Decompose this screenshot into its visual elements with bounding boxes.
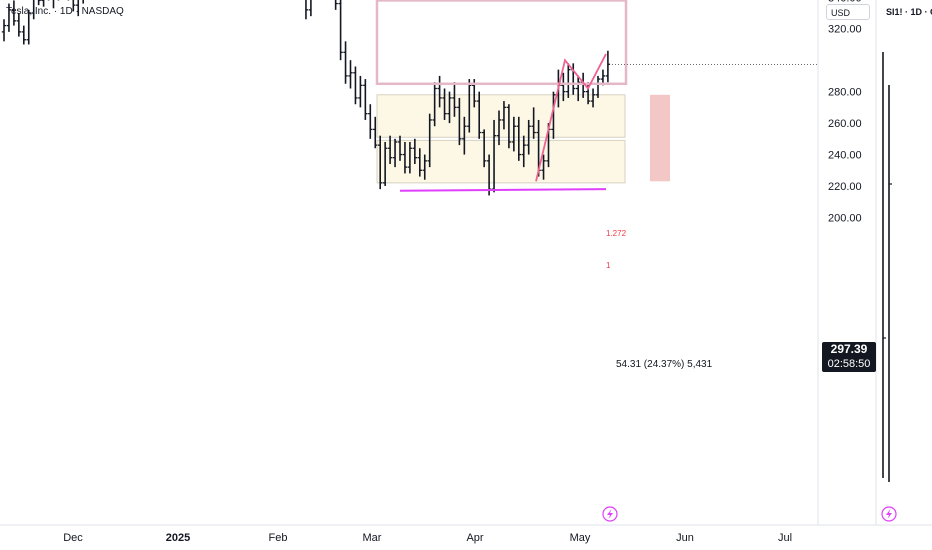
ohlc-bar bbox=[363, 79, 368, 120]
ohlc-bar bbox=[26, 9, 31, 45]
ohlc-bar bbox=[590, 88, 596, 108]
ohlc-bar bbox=[437, 75, 442, 108]
ohlc-bar bbox=[402, 141, 408, 174]
ohlc-bar bbox=[427, 113, 432, 168]
ohlc-bar bbox=[31, 0, 35, 20]
ohlc-bar bbox=[585, 82, 591, 105]
x-tick-label: Dec bbox=[63, 532, 83, 544]
ohlc-bar bbox=[11, 0, 17, 26]
ohlc-bar bbox=[1, 19, 7, 42]
ohlc-bar bbox=[52, 0, 55, 9]
ohlc-bar bbox=[447, 91, 452, 124]
ohlc-bar bbox=[373, 116, 378, 149]
ohlc-bar bbox=[605, 50, 611, 83]
ohlc-bar bbox=[481, 129, 487, 168]
x-tick-label: Apr bbox=[466, 532, 483, 544]
ohlc-bar bbox=[353, 66, 358, 105]
x-tick-label: Feb bbox=[269, 532, 288, 544]
ohlc-bar bbox=[308, 0, 312, 17]
x-tick-label: Jul bbox=[778, 532, 792, 544]
ohlc-bar bbox=[37, 0, 41, 6]
secondary-symbol-title: SI1! · 1D · C bbox=[886, 7, 932, 17]
ohlc-bar bbox=[477, 91, 482, 139]
last-price-value: 297.39 bbox=[830, 342, 868, 356]
ohlc-bar bbox=[368, 104, 373, 139]
ohlc-bar bbox=[576, 75, 581, 102]
ohlc-bar bbox=[16, 13, 22, 37]
chart-title: Tesla, Inc. · 1D · NASDAQ bbox=[6, 6, 124, 17]
ohlc-bar bbox=[467, 79, 472, 133]
ohlc-bar bbox=[566, 63, 571, 98]
range-zone-0[interactable] bbox=[376, 94, 626, 138]
ohlc-bar bbox=[506, 104, 512, 149]
y-tick-label: 260.00 bbox=[828, 118, 862, 130]
y-tick-label: 240.00 bbox=[828, 150, 862, 162]
ohlc-bar bbox=[462, 116, 467, 155]
ohlc-bar bbox=[21, 25, 26, 45]
y-tick-label: 200.00 bbox=[828, 212, 862, 224]
ohlc-bar bbox=[6, 3, 12, 32]
ohlc-bar bbox=[72, 0, 76, 12]
ohlc-bar bbox=[442, 88, 447, 120]
wedge-pattern[interactable] bbox=[535, 53, 607, 182]
y-tick-label: 340.00 bbox=[828, 0, 862, 4]
lightning-icon-glyph bbox=[607, 509, 613, 519]
support-line[interactable] bbox=[399, 188, 607, 192]
ohlc-bar bbox=[407, 141, 413, 174]
fib-label-lower: 1 bbox=[606, 261, 611, 270]
ohlc-bar bbox=[334, 0, 338, 10]
ohlc-bar bbox=[305, 0, 309, 20]
lightning-icon-secondary[interactable] bbox=[881, 506, 897, 522]
ohlc-bar bbox=[82, 0, 84, 4]
range-rectangle[interactable] bbox=[375, 0, 628, 86]
ohlc-bar bbox=[378, 135, 383, 190]
ohlc-bar bbox=[422, 154, 427, 180]
ohlc-bar bbox=[561, 72, 566, 102]
ohlc-bar bbox=[526, 119, 531, 155]
ohlc-bar bbox=[417, 148, 422, 177]
projection-box[interactable] bbox=[650, 94, 670, 182]
measure-label: 54.31 (24.37%) 5,431 bbox=[616, 359, 713, 370]
lightning-icon[interactable] bbox=[602, 506, 618, 522]
ohlc-bar bbox=[541, 154, 546, 180]
ohlc-bar bbox=[76, 0, 80, 17]
ohlc-bar bbox=[387, 135, 393, 164]
ohlc-bar bbox=[348, 60, 353, 89]
ohlc-bar bbox=[501, 101, 507, 130]
ohlc-bar bbox=[551, 91, 556, 139]
ohlc-bar bbox=[343, 41, 348, 84]
fib-label-upper: 1.272 bbox=[606, 229, 627, 238]
y-tick-label: 320.00 bbox=[828, 24, 862, 36]
ohlc-bar bbox=[412, 138, 418, 164]
range-zone-1[interactable] bbox=[376, 139, 626, 184]
ohlc-bar bbox=[338, 0, 343, 61]
x-tick-label: May bbox=[570, 532, 591, 544]
ohlc-bar bbox=[531, 107, 536, 139]
currency-selector[interactable]: USD bbox=[826, 4, 870, 20]
ohlc-bar bbox=[392, 138, 398, 168]
ohlc-bar bbox=[452, 82, 457, 117]
lightning-icon-glyph bbox=[886, 509, 892, 519]
x-tick-label: 2025 bbox=[166, 532, 190, 544]
bar-countdown: 02:58:50 bbox=[827, 358, 871, 370]
ohlc-bar bbox=[516, 116, 521, 161]
last-price-tag: 297.39 02:58:50 bbox=[822, 342, 876, 372]
ohlc-bar bbox=[41, 0, 45, 7]
ohlc-bar bbox=[397, 135, 403, 161]
y-tick-label: 280.00 bbox=[828, 87, 862, 99]
y-tick-label: 220.00 bbox=[828, 181, 862, 193]
ohlc-bar bbox=[382, 141, 388, 187]
x-tick-label: Jun bbox=[676, 532, 694, 544]
ohlc-bar bbox=[358, 75, 363, 108]
ohlc-bar bbox=[432, 82, 437, 127]
ohlc-bar bbox=[457, 97, 462, 146]
ohlc-bar bbox=[496, 110, 502, 146]
x-tick-label: Mar bbox=[363, 532, 382, 544]
ohlc-bar bbox=[511, 116, 517, 152]
ohlc-bar bbox=[521, 135, 526, 168]
ohlc-bar bbox=[595, 75, 601, 98]
